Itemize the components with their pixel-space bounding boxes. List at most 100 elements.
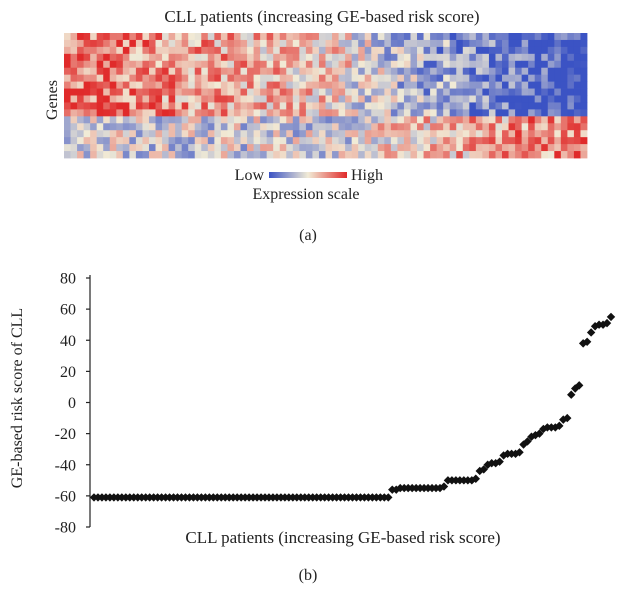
heatmap-cell bbox=[64, 109, 71, 117]
heatmap-cell bbox=[233, 74, 241, 83]
heatmap-cell bbox=[142, 74, 150, 83]
heatmap-cell bbox=[469, 116, 477, 124]
heatmap-cell bbox=[83, 67, 91, 76]
heatmap-cell bbox=[573, 130, 581, 138]
heatmap-cell bbox=[253, 123, 261, 131]
y-tick-label: 60 bbox=[60, 302, 76, 319]
heatmap-cell bbox=[168, 109, 176, 117]
heatmap-cell bbox=[292, 46, 300, 55]
heatmap-cell bbox=[430, 109, 438, 117]
heatmap-cell bbox=[201, 95, 209, 103]
heatmap-cell bbox=[155, 109, 163, 117]
heatmap-cell bbox=[188, 123, 196, 131]
heatmap-cell bbox=[207, 60, 215, 69]
heatmap-cell bbox=[299, 88, 307, 96]
heatmap-cell bbox=[482, 137, 490, 145]
heatmap-cell bbox=[142, 130, 150, 138]
heatmap-cell bbox=[567, 144, 575, 152]
heatmap-cell bbox=[77, 81, 85, 89]
heatmap-cell bbox=[430, 144, 438, 152]
heatmap-cell bbox=[410, 102, 418, 110]
heatmap-cell bbox=[534, 116, 542, 124]
heatmap-cell bbox=[175, 46, 183, 55]
heatmap-cell bbox=[273, 81, 281, 89]
heatmap-cell bbox=[332, 95, 339, 103]
heatmap-cell bbox=[279, 137, 287, 145]
heatmap-cell bbox=[253, 116, 261, 124]
heatmap-cell bbox=[495, 130, 503, 138]
heatmap-cell bbox=[109, 60, 117, 69]
heatmap-cell bbox=[135, 60, 143, 69]
heatmap-cell bbox=[312, 33, 320, 41]
heatmap-cell bbox=[482, 74, 490, 83]
heatmap-cell bbox=[318, 123, 326, 131]
heatmap-cell bbox=[233, 88, 241, 96]
heatmap-cell bbox=[430, 151, 438, 159]
heatmap-cell bbox=[469, 39, 477, 48]
heatmap-cell bbox=[384, 116, 392, 124]
heatmap-cell bbox=[443, 123, 451, 131]
heatmap-cell bbox=[109, 88, 117, 96]
heatmap-cell bbox=[462, 53, 470, 62]
heatmap-cell bbox=[521, 33, 529, 41]
heatmap-cell bbox=[253, 81, 261, 89]
heatmap-cell bbox=[580, 102, 588, 110]
heatmap-cell bbox=[488, 130, 496, 138]
heatmap-cell bbox=[168, 39, 176, 48]
heatmap-cell bbox=[305, 53, 313, 62]
heatmap-cell bbox=[70, 109, 78, 117]
heatmap-cell bbox=[201, 67, 209, 76]
heatmap-cell bbox=[567, 81, 575, 89]
heatmap-cell bbox=[580, 74, 588, 83]
heatmap-cell bbox=[142, 144, 150, 152]
heatmap-cell bbox=[462, 102, 470, 110]
heatmap-cell bbox=[220, 102, 228, 110]
heatmap-cell bbox=[175, 81, 183, 89]
heatmap-cell bbox=[345, 67, 353, 76]
heatmap-cell bbox=[560, 116, 568, 124]
heatmap-cell bbox=[325, 116, 333, 124]
heatmap-cell bbox=[188, 137, 196, 145]
heatmap-cell bbox=[220, 46, 228, 55]
heatmap-cell bbox=[168, 137, 176, 145]
heatmap-cell bbox=[456, 109, 464, 117]
heatmap-cell bbox=[305, 109, 313, 117]
heatmap-cell bbox=[560, 144, 568, 152]
heatmap-cell bbox=[260, 130, 268, 138]
heatmap-cell bbox=[148, 137, 156, 145]
heatmap-cell bbox=[469, 130, 477, 138]
heatmap-cell bbox=[371, 151, 379, 159]
heatmap-cell bbox=[318, 130, 326, 138]
heatmap-cell bbox=[214, 88, 222, 96]
scatter-x-label: CLL patients (increasing GE-based risk s… bbox=[185, 528, 500, 547]
heatmap-cell bbox=[122, 88, 130, 96]
heatmap-cell bbox=[436, 39, 444, 48]
heatmap-cell bbox=[547, 60, 555, 69]
heatmap-cell bbox=[541, 123, 549, 131]
heatmap-cell bbox=[332, 74, 339, 83]
heatmap-cell bbox=[502, 95, 509, 103]
heatmap-cell bbox=[168, 74, 176, 83]
heatmap-cell bbox=[318, 74, 326, 83]
heatmap-cell bbox=[495, 151, 503, 159]
heatmap-cell bbox=[403, 39, 411, 48]
heatmap-cell bbox=[410, 74, 418, 83]
heatmap-cell bbox=[103, 151, 111, 159]
heatmap-cell bbox=[534, 109, 542, 117]
heatmap-cell bbox=[83, 123, 91, 131]
heatmap-cell bbox=[436, 53, 444, 62]
heatmap-cell bbox=[188, 151, 196, 159]
heatmap-cell bbox=[554, 39, 562, 48]
heatmap-cell bbox=[103, 53, 111, 62]
heatmap-cell bbox=[129, 60, 137, 69]
heatmap-cell bbox=[201, 81, 209, 89]
heatmap-cell bbox=[318, 95, 326, 103]
heatmap-cell bbox=[384, 39, 392, 48]
panel-b-label: (b) bbox=[299, 567, 318, 584]
heatmap-cell bbox=[351, 81, 359, 89]
heatmap-cell bbox=[325, 60, 333, 69]
heatmap-cell bbox=[358, 137, 366, 145]
heatmap-cell bbox=[227, 151, 235, 159]
heatmap-cell bbox=[168, 33, 176, 41]
heatmap-cell bbox=[96, 60, 104, 69]
